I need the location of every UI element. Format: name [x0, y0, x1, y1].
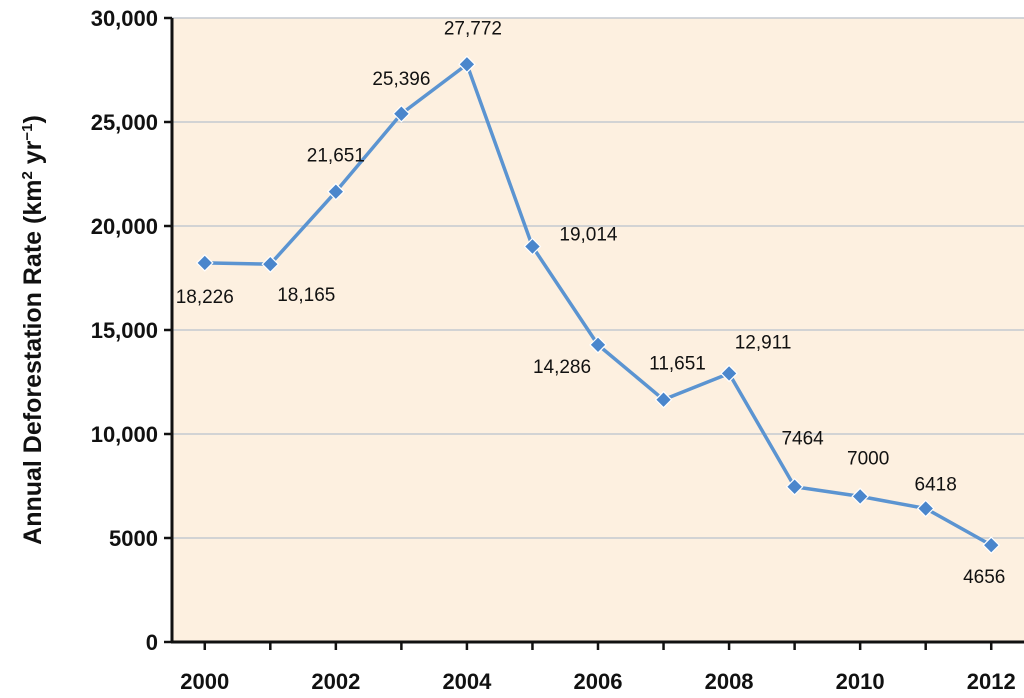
- x-tick-label-6: 2012: [967, 669, 1016, 694]
- x-tick-label-4: 2008: [705, 669, 754, 694]
- data-label-2005: 19,014: [559, 225, 618, 246]
- marker-2004: [458, 55, 476, 74]
- data-label-2007: 11,651: [649, 354, 706, 375]
- marker-2007: [654, 390, 673, 409]
- data-label-2012: 4656: [963, 567, 1005, 588]
- marker-2008: [720, 364, 738, 383]
- x-axis-ticks: 2000 2002 2004 2006 2008 2010 2012: [180, 642, 1016, 694]
- data-label-2010: 7000: [847, 448, 889, 469]
- marker-2011: [916, 499, 935, 518]
- data-label-2000: 18,226: [176, 287, 234, 308]
- marker-2006: [589, 336, 607, 354]
- x-tick-label-2: 2004: [442, 669, 492, 694]
- y-axis-title: Annual Deforestation Rate (km2 yr−1): [19, 115, 47, 545]
- y-tick-label-2: 10,000: [91, 422, 158, 447]
- marker-2009: [785, 477, 804, 496]
- marker-2012: [982, 536, 1001, 555]
- y-tick-label-1: 5000: [109, 526, 158, 551]
- data-markers: [195, 55, 1001, 555]
- data-label-2002: 21,651: [307, 146, 365, 167]
- marker-2003: [392, 104, 411, 123]
- marker-2010: [851, 487, 870, 506]
- y-tick-label-6: 30,000: [91, 6, 158, 31]
- y-tick-label-0: 0: [146, 630, 158, 655]
- data-label-2006: 14,286: [533, 357, 591, 378]
- y-axis-title-base: Annual Deforestation Rate (km: [19, 180, 47, 545]
- gridlines: [172, 17, 1024, 539]
- x-tick-label-0: 2000: [180, 669, 229, 694]
- data-labels: 18,226 18,165 21,651 25,396 27,772 19,014 14,2…: [176, 18, 1006, 588]
- marker-2005: [523, 237, 542, 256]
- data-label-2011: 6418: [915, 475, 957, 496]
- y-axis-title-sup2: −1: [19, 123, 36, 140]
- y-axis-title-sup1: 2: [19, 171, 36, 179]
- y-axis-ticks: 0 5000 10,000 15,000 20,000 25,000 30,000: [91, 6, 172, 655]
- y-tick-label-4: 20,000: [91, 214, 158, 239]
- data-label-2004: 27,772: [444, 18, 502, 39]
- x-tick-label-5: 2010: [836, 669, 885, 694]
- y-axis-title-end: ): [19, 115, 47, 123]
- data-label-2003: 25,396: [372, 69, 430, 90]
- marker-2002: [326, 182, 345, 201]
- data-label-2001: 18,165: [277, 285, 335, 306]
- y-axis-title-mid: yr: [19, 140, 47, 171]
- x-tick-label-3: 2006: [574, 669, 623, 694]
- data-label-2009: 7464: [781, 429, 824, 450]
- x-tick-label-1: 2002: [311, 669, 360, 694]
- data-label-2008: 12,911: [735, 332, 792, 353]
- y-tick-label-5: 25,000: [91, 110, 158, 135]
- y-tick-label-3: 15,000: [91, 318, 158, 343]
- marker-2000: [195, 254, 214, 272]
- marker-2001: [261, 255, 280, 274]
